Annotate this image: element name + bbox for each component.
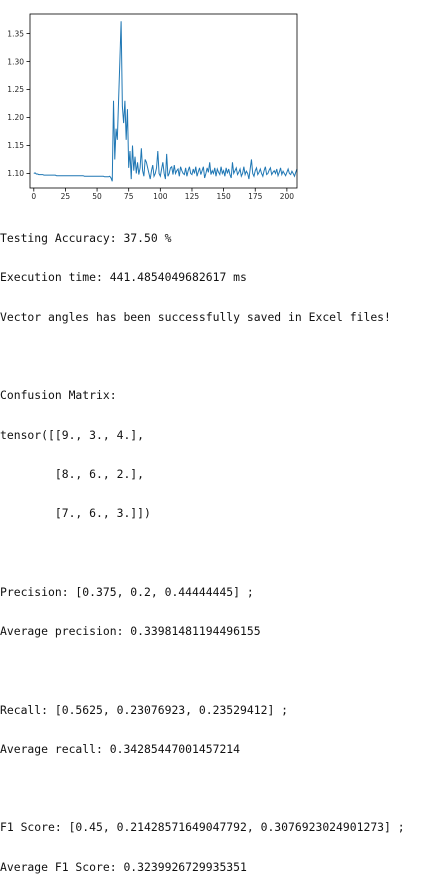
precision-line: Precision: [0.375, 0.2, 0.44444445] ; [0,584,254,599]
blank-line [0,350,423,363]
blank-line [0,782,423,795]
confusion-matrix-row: tensor([[9., 3., 4.], [0,427,145,442]
y-tick-label: 1.20 [7,113,24,122]
x-tick-label: 150 [216,192,231,201]
blank-line [0,546,423,559]
execution-time-line: Execution time: 441.4854049682617 ms [0,270,247,285]
average-recall-line: Average recall: 0.34285447001457214 [0,741,241,756]
testing-accuracy-line: Testing Accuracy: 37.50 % [0,231,172,246]
y-tick-label: 1.15 [7,141,24,150]
x-tick-label: 50 [92,192,102,201]
confusion-matrix-heading: Confusion Matrix: [0,388,117,403]
x-tick-label: 200 [280,192,295,201]
recall-line: Recall: [0.5625, 0.23076923, 0.23529412]… [0,702,289,717]
average-f1-score-line: Average F1 Score: 0.3239926729935351 [0,859,247,874]
average-precision-line: Average precision: 0.33981481194496155 [0,624,261,638]
x-tick-label: 75 [124,192,134,201]
x-tick-label: 0 [31,192,36,201]
console-output: Testing Accuracy: 37.50 % Execution time… [0,206,423,887]
confusion-matrix-row: [8., 6., 2.], [0,466,145,481]
y-tick-label: 1.25 [7,85,24,94]
x-tick-label: 175 [248,192,263,201]
confusion-matrix-row: [7., 6., 3.]]) [0,506,151,521]
x-tick-label: 100 [153,192,168,201]
line-chart: 0 25 50 75 100 125 150 175 200 1.10 1.15 1.20 1.25 1.… [7,13,298,201]
f1-score-line: F1 Score: [0.45, 0.21428571649047792, 0.… [0,820,405,835]
saved-message-line: Vector angles has been successfully save… [0,309,391,324]
y-tick-label: 1.30 [7,57,24,66]
x-tick-label: 125 [185,192,200,201]
axes-frame [29,13,298,189]
series-line [33,21,298,182]
y-tick-label: 1.10 [7,169,24,178]
plot-area: 0 25 50 75 100 125 150 175 200 1.10 1.15 1.20 1.25 1.… [0,0,423,205]
x-tick-label: 25 [61,192,71,201]
blank-line [0,664,423,677]
y-tick-label: 1.35 [7,29,24,38]
